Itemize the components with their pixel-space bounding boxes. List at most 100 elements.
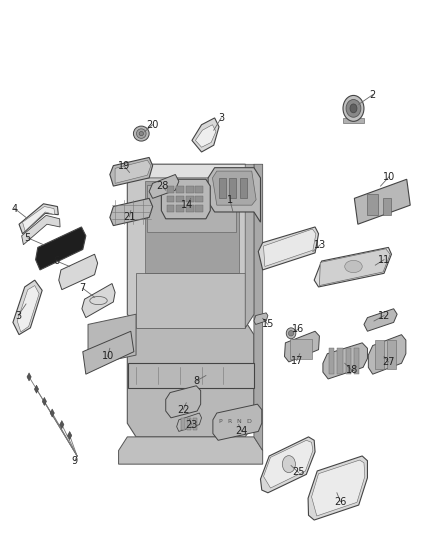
Polygon shape [82,284,115,318]
Polygon shape [254,164,263,450]
Text: R: R [227,419,232,424]
Ellipse shape [346,100,361,117]
Text: 7: 7 [80,284,86,293]
Polygon shape [136,164,254,178]
Text: 22: 22 [177,405,190,415]
Polygon shape [264,440,313,488]
Polygon shape [323,343,367,379]
Polygon shape [245,164,254,328]
Ellipse shape [345,260,362,273]
Polygon shape [354,179,410,224]
Bar [166,205,174,212]
Polygon shape [314,247,392,287]
Text: 20: 20 [146,120,159,130]
Bar [187,418,191,430]
Polygon shape [127,321,254,437]
Text: 4: 4 [11,204,18,214]
Ellipse shape [286,328,296,339]
Ellipse shape [137,129,146,139]
Bar [387,340,396,369]
Polygon shape [166,386,201,418]
Text: 23: 23 [186,419,198,430]
Text: 5: 5 [25,233,31,243]
Polygon shape [35,227,86,270]
Text: 2: 2 [370,90,376,100]
Text: 13: 13 [314,240,326,249]
Text: 10: 10 [383,172,396,182]
Bar [195,196,203,203]
Bar [240,178,247,198]
Ellipse shape [288,330,293,336]
Bar [166,186,174,193]
Polygon shape [364,309,397,331]
Polygon shape [59,254,98,289]
Polygon shape [285,331,319,362]
Bar [180,418,185,430]
Bar [176,205,184,212]
Text: 17: 17 [290,356,303,366]
Ellipse shape [283,456,295,473]
Bar [230,178,237,198]
Ellipse shape [343,95,364,122]
Polygon shape [119,437,263,464]
Text: 12: 12 [378,311,390,320]
Bar [367,193,378,215]
Polygon shape [258,227,318,270]
Bar [219,178,226,198]
Polygon shape [67,431,72,440]
Polygon shape [368,335,406,374]
Bar [186,205,194,212]
Polygon shape [22,206,55,231]
Text: 24: 24 [236,426,248,437]
Polygon shape [195,125,216,147]
Polygon shape [149,174,179,198]
Polygon shape [27,373,31,381]
Polygon shape [136,273,245,328]
Text: 25: 25 [292,467,305,478]
Text: 1: 1 [227,195,233,205]
Text: 3: 3 [218,113,224,123]
Polygon shape [254,313,268,325]
Text: D: D [246,419,251,424]
Ellipse shape [350,104,357,113]
Bar [329,348,334,374]
Text: 14: 14 [181,200,194,210]
Bar [166,196,174,203]
Polygon shape [261,437,315,493]
Text: N: N [237,419,241,424]
Polygon shape [127,164,254,328]
Text: 19: 19 [118,160,130,171]
Bar [354,348,359,374]
Polygon shape [208,168,261,222]
Text: 26: 26 [334,497,346,507]
Polygon shape [319,249,390,286]
Polygon shape [147,185,237,232]
Text: 11: 11 [378,255,390,265]
Text: 27: 27 [382,357,395,367]
Polygon shape [60,421,64,429]
Text: 18: 18 [346,365,358,375]
Polygon shape [145,181,239,273]
Bar [186,196,194,203]
Text: 28: 28 [156,181,169,191]
Polygon shape [264,229,316,266]
Bar [195,186,203,193]
Text: 8: 8 [193,376,199,386]
Text: 10: 10 [102,351,114,361]
Polygon shape [128,364,254,388]
Polygon shape [212,171,256,205]
Polygon shape [13,280,42,335]
Bar [186,186,194,193]
Polygon shape [308,456,367,520]
Polygon shape [21,215,60,245]
Polygon shape [50,409,54,417]
Polygon shape [17,286,39,332]
Polygon shape [115,160,151,183]
Ellipse shape [139,132,144,135]
Polygon shape [213,404,262,440]
Polygon shape [161,179,210,219]
Text: 9: 9 [72,456,78,466]
Polygon shape [83,331,134,374]
Bar [195,205,203,212]
Polygon shape [110,157,152,186]
